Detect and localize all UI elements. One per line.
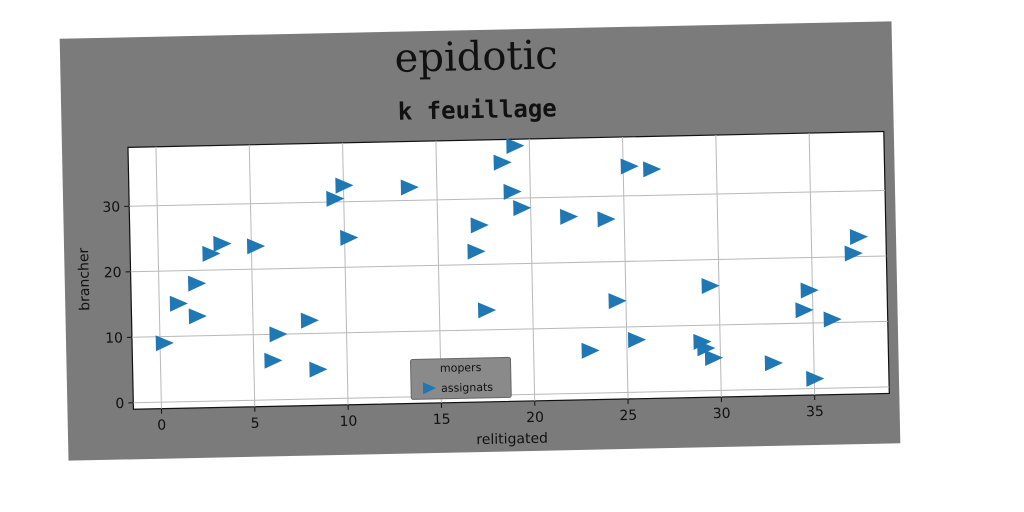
x-gridline [715, 135, 722, 397]
data-point-marker [513, 200, 532, 217]
data-point-marker [300, 312, 319, 329]
x-tick-label: 25 [619, 408, 637, 424]
x-gridline [248, 144, 256, 407]
x-tick-label: 10 [339, 414, 357, 430]
y-gridline [129, 189, 886, 207]
x-gridline [155, 146, 162, 409]
data-point-marker [187, 275, 207, 292]
legend-title: mopers [440, 361, 482, 375]
data-point-marker [764, 355, 783, 372]
data-point-marker [849, 229, 868, 246]
data-point-marker [188, 308, 207, 325]
data-point-marker [326, 190, 345, 207]
data-point-marker [627, 331, 647, 348]
data-point-marker [560, 208, 579, 225]
data-point-marker [340, 229, 359, 246]
data-point-marker [264, 352, 283, 369]
data-point-marker [697, 340, 716, 357]
data-point-marker [608, 293, 627, 310]
data-point-marker [506, 137, 525, 154]
chart-figure: epidotic k feuillage 0 5 10 15 20 25 30 35 0 10 20… [59, 21, 901, 461]
y-tick-label: 30 [102, 199, 120, 215]
data-point-marker [643, 161, 662, 178]
x-tick-label: 15 [433, 412, 451, 428]
data-point-marker [493, 154, 512, 171]
x-tick-label: 30 [713, 406, 731, 422]
data-point-marker [155, 335, 174, 352]
y-gridline [131, 320, 888, 338]
data-point-marker [806, 370, 825, 387]
legend-marker [422, 382, 437, 395]
x-tick-label: 35 [806, 404, 824, 420]
y-gridline [130, 255, 887, 273]
legend-label: assignats [441, 381, 494, 395]
y-tick-label: 0 [115, 396, 124, 412]
data-point-marker [246, 238, 266, 255]
data-point-marker [169, 295, 188, 312]
x-gridline [528, 138, 536, 401]
x-tick-label: 0 [157, 418, 166, 434]
x-tick-label: 20 [526, 410, 544, 426]
data-point-marker [467, 243, 486, 260]
data-point-marker [701, 278, 720, 295]
data-point-marker [704, 350, 724, 367]
x-axis-label: relitigated [476, 431, 548, 448]
data-point-marker [335, 177, 354, 194]
data-point-marker [795, 302, 814, 319]
scatter-plot: 0 5 10 15 20 25 30 35 0 10 20 30 relitigated brancher… [76, 130, 890, 448]
data-point-marker [823, 311, 842, 328]
data-point-marker [213, 235, 232, 252]
x-tick-label: 5 [250, 416, 259, 432]
y-tick-label: 10 [105, 330, 123, 346]
y-axis-label: brancher [76, 247, 93, 311]
data-point-marker [202, 245, 221, 262]
data-point-marker [800, 282, 819, 299]
data-point-marker [597, 211, 616, 228]
data-point-marker [477, 302, 497, 319]
data-point-marker [844, 245, 863, 262]
data-point-marker [581, 342, 600, 359]
data-point-marker [620, 158, 639, 175]
y-tick-label: 20 [104, 265, 122, 281]
data-point-marker [269, 326, 288, 343]
data-point-marker [470, 217, 489, 234]
data-point-marker [309, 361, 328, 378]
x-gridline [622, 136, 629, 399]
data-point-marker [400, 179, 419, 196]
legend-box [410, 356, 512, 400]
data-point-marker [503, 183, 522, 200]
x-gridline [808, 133, 816, 396]
